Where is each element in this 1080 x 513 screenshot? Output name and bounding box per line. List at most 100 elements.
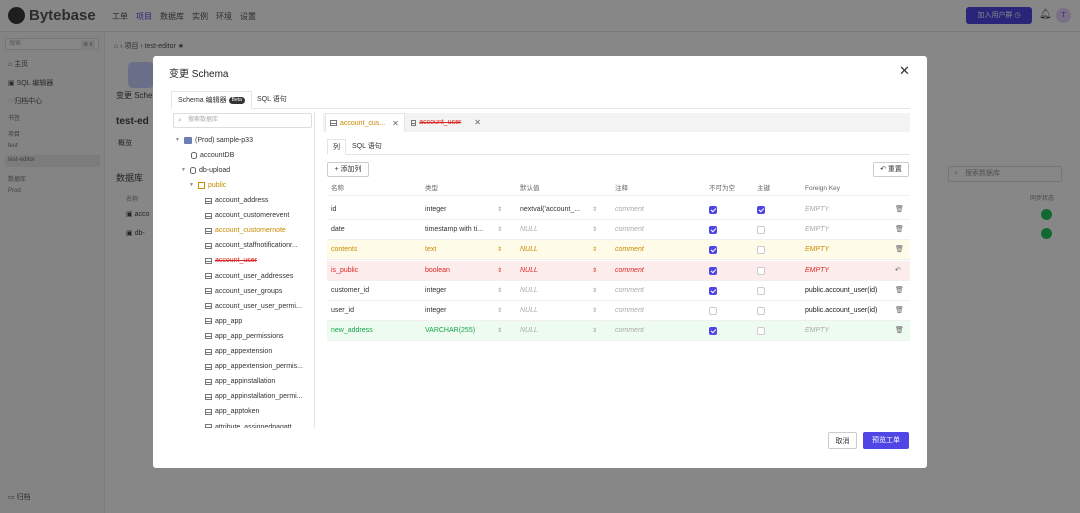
tree-database[interactable]: accountDB [191,149,234,162]
sidebar-item-sql-editor[interactable]: ▣ SQL 编辑器 [8,80,54,87]
column-default-input[interactable]: NULL [520,327,538,335]
tree-instance[interactable]: ▼ (Prod) sample-p33 [175,134,253,147]
table-tab-account-user[interactable]: account_user ✕ [407,113,485,132]
column-foreign-key[interactable]: EMPTY [805,226,830,234]
column-comment-input[interactable]: comment [615,307,644,314]
tree-schema[interactable]: ▼ public [189,179,226,192]
trash-icon[interactable]: 🗑︎ [895,246,904,254]
column-default-input[interactable]: NULL [520,286,538,294]
column-name-input[interactable]: user_id [331,307,354,314]
sidebar-item-archive-center[interactable]: ◌ 归档中心 [8,98,43,105]
column-name-input[interactable]: customer_id [331,286,370,294]
tree-table-item[interactable]: account_user_groups [205,285,282,298]
column-type-input[interactable]: integer [425,286,447,294]
sidebar-project-test-editor[interactable]: test-editor [8,157,35,163]
column-row[interactable]: date timestamp with ti... NULL comment EMPTY… [327,220,910,241]
restore-icon[interactable]: ↶ [895,266,901,274]
change-schema-tile[interactable] [128,62,154,88]
sidebar-env-prod[interactable]: Prod [8,188,21,194]
column-row[interactable]: is_public boolean NULL comment EMPTY ⇕ ⇕ ↶ [327,260,910,281]
tree-table-item[interactable]: account_address [205,194,268,207]
not-null-checkbox[interactable] [709,266,717,275]
primary-key-checkbox[interactable] [757,246,765,255]
not-null-checkbox[interactable] [709,286,717,295]
tree-table-item[interactable]: attribute_assignedpagatt... [205,421,298,428]
type-spinner-icon[interactable]: ⇕ [497,328,503,335]
trash-icon[interactable]: 🗑︎ [895,206,904,213]
column-name-input[interactable]: is_public [331,266,359,274]
column-default-input[interactable]: NULL [520,266,538,274]
primary-key-checkbox[interactable] [757,286,765,295]
not-null-checkbox[interactable] [709,307,717,315]
type-spinner-icon[interactable]: ⇕ [497,207,503,213]
tree-table-item[interactable]: app_appinstallation [205,375,275,388]
column-comment-input[interactable]: comment [615,246,644,254]
sidebar-item-home[interactable]: ⌂ 主页 [8,61,29,68]
trash-icon[interactable]: 🗑︎ [895,307,904,314]
column-default-input[interactable]: nextval('account_... [520,206,581,213]
column-foreign-key[interactable]: public.account_user(id) [805,307,878,314]
tree-search-input[interactable]: ⌕ 搜索数据库 [173,113,312,128]
trash-icon[interactable]: 🗑︎ [895,226,904,234]
type-spinner-icon[interactable]: ⇕ [497,247,503,254]
column-row[interactable]: contents text NULL comment EMPTY ⇕ ⇕ 🗑︎ [327,240,910,261]
column-comment-input[interactable]: comment [615,327,644,335]
sidebar-search-input[interactable]: 搜索 ⌘ K [5,38,99,50]
subtab-sql-statement[interactable]: SQL 语句 [352,143,382,150]
bell-icon[interactable]: 🔔︎ [1039,9,1052,20]
column-foreign-key[interactable]: EMPTY [805,266,830,274]
nav-databases[interactable]: 数据库 [160,12,184,21]
tab-sql-statement[interactable]: SQL 语句 [257,96,287,103]
trash-icon[interactable]: 🗑︎ [895,327,904,335]
default-spinner-icon[interactable]: ⇕ [592,227,598,234]
column-type-input[interactable]: boolean [425,266,450,274]
column-foreign-key[interactable]: public.account_user(id) [805,286,878,294]
tree-table-item[interactable]: app_appextension [205,345,272,358]
column-comment-input[interactable]: comment [615,266,644,274]
search-databases-input[interactable]: ⌕ 搜索数据库 [948,166,1062,182]
column-type-input[interactable]: timestamp with ti... [425,226,483,234]
type-spinner-icon[interactable]: ⇕ [497,287,503,294]
sidebar-footer-archive[interactable]: ▭ 归档 [8,494,31,501]
tree-table-item[interactable]: account_user_user_permi... [205,300,302,313]
tab-overview[interactable]: 概览 [118,140,132,147]
default-spinner-icon[interactable]: ⇕ [592,287,598,294]
tree-table-item[interactable]: app_app [205,315,242,328]
primary-key-checkbox[interactable] [757,327,765,336]
tab-schema-editor[interactable]: Schema 编辑器 Beta [171,91,252,109]
type-spinner-icon[interactable]: ⇕ [497,227,503,234]
column-type-input[interactable]: text [425,246,437,254]
tree-database[interactable]: ▼ db-upload [181,164,230,177]
sidebar-project-test[interactable]: test [8,143,18,149]
type-spinner-icon[interactable]: ⇕ [497,267,503,274]
join-group-button[interactable]: 加入用户群 ◷ [966,7,1032,24]
column-comment-input[interactable]: comment [615,286,644,294]
default-spinner-icon[interactable]: ⇕ [592,308,598,314]
tree-table-item[interactable]: app_app_permissions [205,330,284,343]
nav-instances[interactable]: 实例 [192,12,208,21]
column-default-input[interactable]: NULL [520,246,538,254]
column-foreign-key[interactable]: EMPTY [805,327,830,335]
column-name-input[interactable]: new_address [331,327,373,335]
preview-issue-button[interactable]: 预览工单 [863,432,909,449]
column-default-input[interactable]: NULL [520,307,538,314]
reset-button[interactable]: ↶ 重置 [873,162,909,177]
table-tab-account-customernote[interactable]: account_cus... ✕ [325,113,405,132]
column-row[interactable]: id integer nextval('account_... comment EMPT… [327,200,910,220]
bytebase-logo[interactable]: Bytebase [8,7,96,24]
tree-table-item[interactable]: app_apptoken [205,405,259,418]
column-foreign-key[interactable]: EMPTY [805,246,830,254]
column-name-input[interactable]: date [331,226,345,234]
tree-table-item[interactable]: app_appextension_permis... [205,360,303,373]
tree-table-item[interactable]: account_customerevent [205,209,289,222]
tree-table-item[interactable]: account_user [205,254,257,267]
default-spinner-icon[interactable]: ⇕ [592,267,598,274]
primary-key-checkbox[interactable] [757,307,765,315]
default-spinner-icon[interactable]: ⇕ [592,247,598,254]
primary-key-checkbox[interactable] [757,226,765,235]
column-foreign-key[interactable]: EMPTY [805,206,830,213]
tree-table-item[interactable]: account_user_addresses [205,270,293,283]
column-type-input[interactable]: integer [425,206,447,213]
not-null-checkbox[interactable] [709,206,717,214]
close-icon[interactable]: ✕ [474,118,481,127]
